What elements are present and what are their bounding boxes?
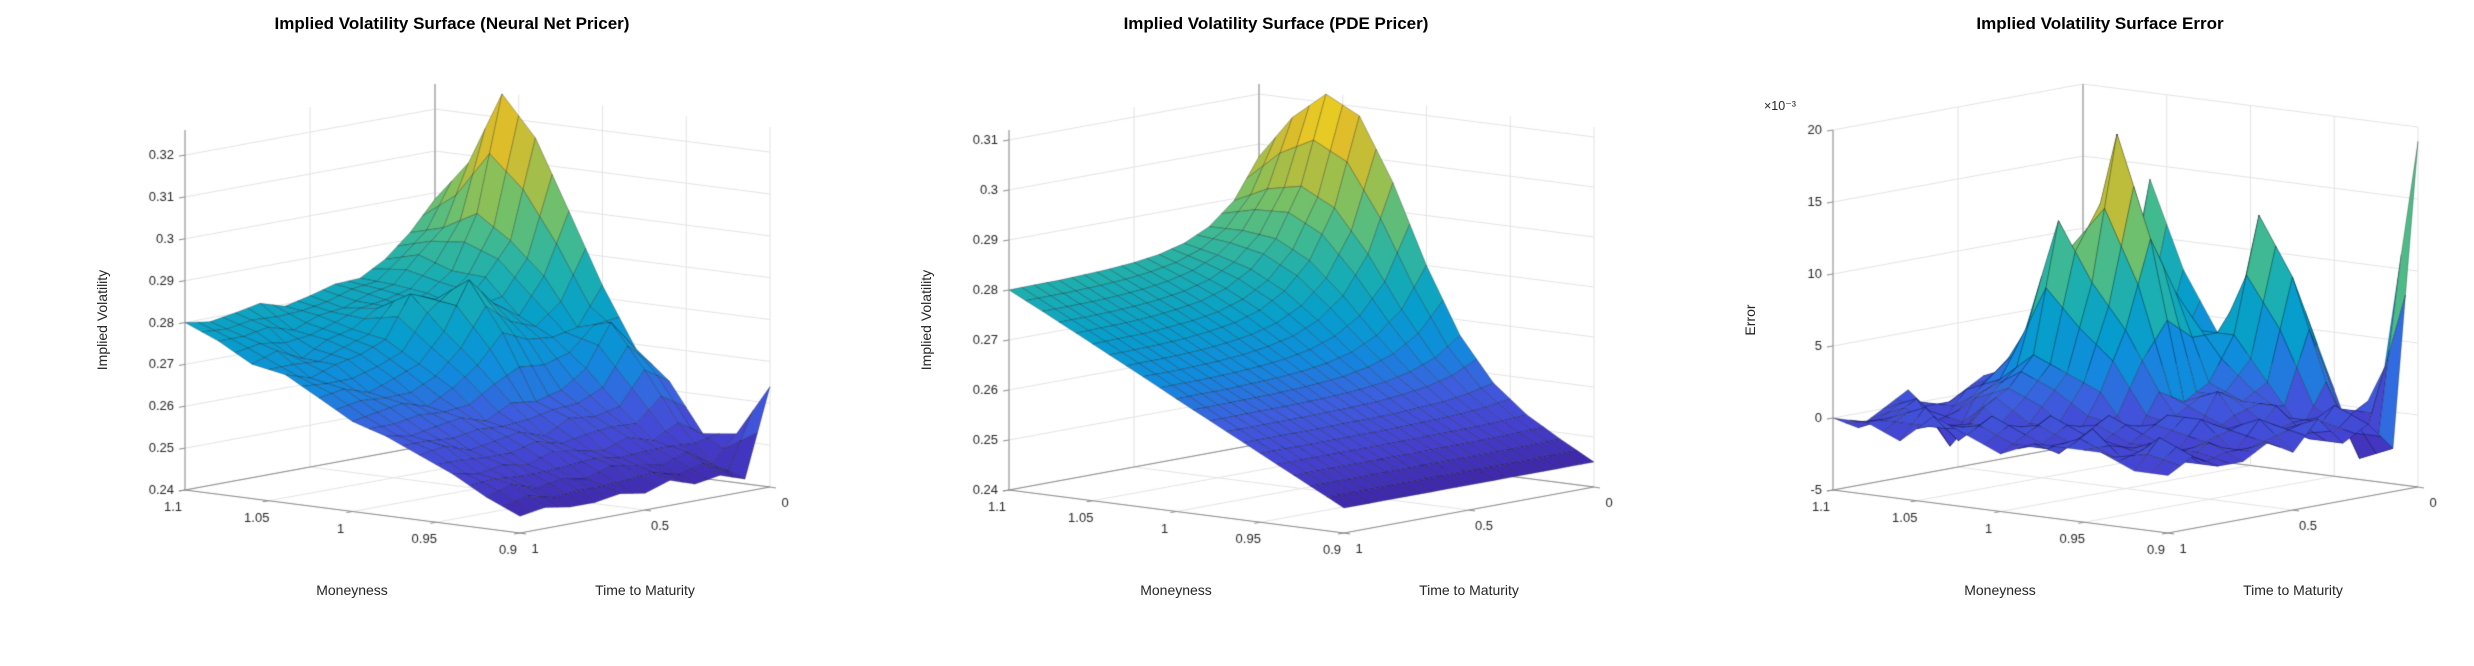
neural-net-surface-canvas	[0, 0, 824, 666]
y-axis-label-maturity-pde: Time to Maturity	[1419, 582, 1519, 598]
pde-surface-canvas	[824, 0, 1648, 666]
error-surface-canvas	[1648, 0, 2472, 666]
z-axis-label-error: Error	[1742, 304, 1758, 336]
chart-title-neural-net: Implied Volatility Surface (Neural Net P…	[274, 14, 630, 33]
chart-title-pde: Implied Volatility Surface (PDE Pricer)	[1123, 14, 1429, 33]
z-axis-multiplier-error: ×10⁻³	[1764, 99, 1796, 113]
x-axis-label-moneyness-error: Moneyness	[1964, 582, 2036, 598]
z-axis-label-implied-volatility-nn: Implied Volatility	[94, 269, 110, 371]
chart-title-error: Implied Volatility Surface Error	[1976, 14, 2224, 33]
panel-pde-surface: Implied Volatility Surface (PDE Pricer) …	[824, 0, 1648, 666]
y-axis-label-maturity-error: Time to Maturity	[2243, 582, 2343, 598]
y-axis-label-maturity-nn: Time to Maturity	[595, 582, 695, 598]
z-axis-label-implied-volatility-pde: Implied Volatility	[918, 269, 934, 371]
panel-error-surface: Implied Volatility Surface Error Error M…	[1648, 0, 2472, 666]
panel-neural-net-surface: Implied Volatility Surface (Neural Net P…	[0, 0, 824, 666]
x-axis-label-moneyness-nn: Moneyness	[316, 582, 388, 598]
x-axis-label-moneyness-pde: Moneyness	[1140, 582, 1212, 598]
